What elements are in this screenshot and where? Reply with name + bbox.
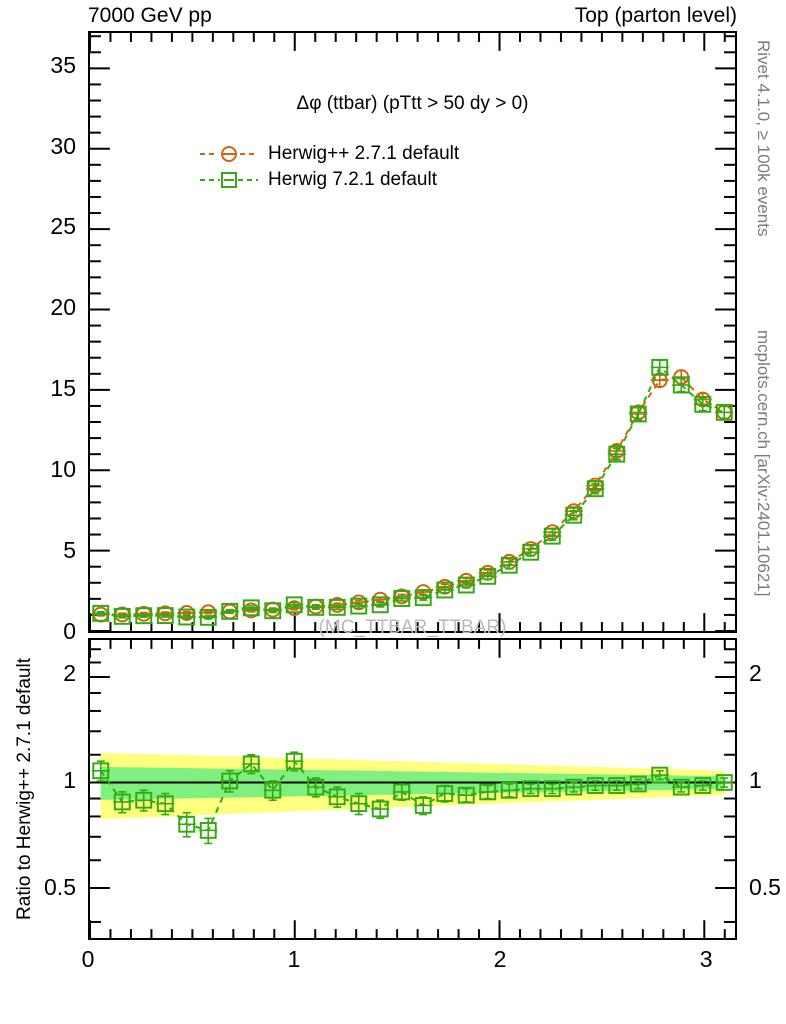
legend-marker-circle-icon bbox=[200, 146, 258, 162]
axis-tick-label: 2 bbox=[749, 660, 762, 687]
legend-item-herwigpp: Herwig++ 2.7.1 default bbox=[198, 141, 459, 167]
axis-tick-label: 1 bbox=[287, 946, 301, 972]
ratio-plot-panel bbox=[88, 638, 737, 940]
axis-tick-label: 15 bbox=[50, 375, 76, 402]
plot-header: 7000 GeV pp Top (parton level) bbox=[88, 4, 737, 30]
axis-tick-label: 30 bbox=[50, 132, 76, 159]
axis-tick-label: 5 bbox=[63, 537, 76, 564]
axis-tick-label: 0.5 bbox=[749, 874, 781, 901]
main-plot-canvas bbox=[90, 33, 735, 631]
legend-marker-square-icon bbox=[200, 172, 258, 188]
legend-label-herwig7: Herwig 7.2.1 default bbox=[268, 169, 437, 190]
ratio-axis-title: Ratio to Herwig++ 2.7.1 default bbox=[14, 658, 35, 920]
beam-energy-label: 7000 GeV pp bbox=[88, 4, 212, 27]
axis-tick-label: 1 bbox=[63, 767, 76, 794]
axis-tick-label: 0 bbox=[81, 946, 95, 972]
axis-tick-label: 35 bbox=[50, 51, 76, 78]
legend: Herwig++ 2.7.1 default Herwig 7.2.1 defa… bbox=[198, 141, 459, 193]
mcplots-credit-label: mcplots.cern.ch [arXiv:2401.10621] bbox=[754, 330, 773, 597]
rivet-version-label: Rivet 4.1.0, ≥ 100k events bbox=[754, 40, 773, 237]
axis-tick-label: 2 bbox=[493, 946, 507, 972]
ratio-plot-canvas bbox=[90, 640, 735, 938]
main-plot-panel: Δφ (ttbar) (pTtt > 50 dy > 0) (MC_TTBAR_… bbox=[88, 31, 737, 638]
axis-tick-label: 20 bbox=[50, 294, 76, 321]
axis-tick-label: 0.5 bbox=[44, 874, 76, 901]
legend-item-herwig7: Herwig 7.2.1 default bbox=[198, 167, 459, 193]
axis-tick-label: 3 bbox=[699, 946, 713, 972]
axis-tick-label: 0 bbox=[63, 618, 76, 644]
axis-tick-label: 1 bbox=[749, 767, 762, 794]
axis-tick-label: 2 bbox=[63, 660, 76, 687]
process-label: Top (parton level) bbox=[574, 4, 737, 27]
axis-tick-label: 25 bbox=[50, 213, 76, 240]
axis-tick-label: 10 bbox=[50, 456, 76, 483]
legend-label-herwigpp: Herwig++ 2.7.1 default bbox=[268, 143, 460, 164]
